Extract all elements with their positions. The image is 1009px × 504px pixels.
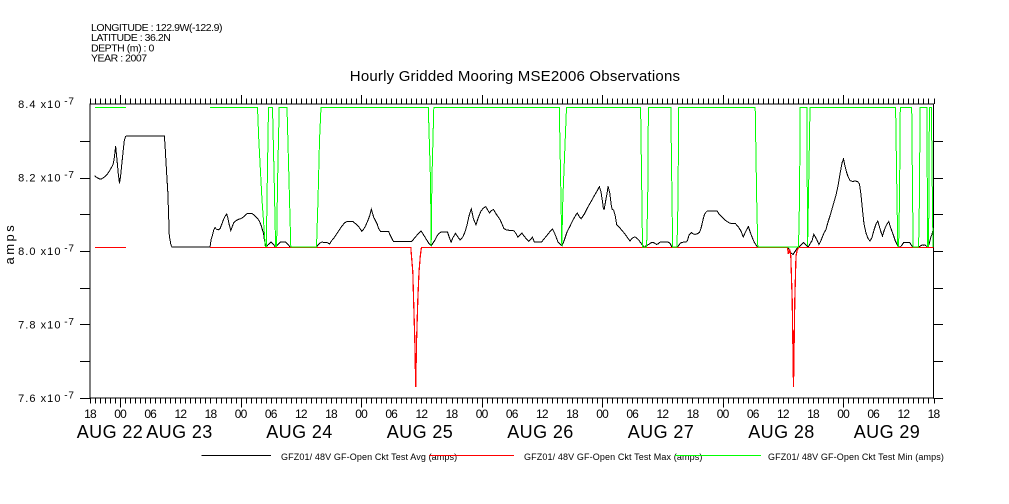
svg-text:00: 00 [355,407,368,421]
svg-text:LATITUDE : 36.2N: LATITUDE : 36.2N [91,32,170,44]
svg-text:7.6 x10: 7.6 x10 [18,393,61,405]
svg-text:YEAR : 2007: YEAR : 2007 [91,53,147,65]
svg-text:00: 00 [837,407,850,421]
svg-text:-7: -7 [64,170,75,181]
svg-text:AUG 29: AUG 29 [854,422,920,442]
svg-text:8.2 x10: 8.2 x10 [18,173,61,185]
svg-text:00: 00 [717,407,730,421]
svg-text:06: 06 [265,407,278,421]
svg-text:12: 12 [898,407,911,421]
svg-text:18: 18 [807,407,820,421]
svg-text:GFZ01/ 48V GF-Open Ckt Test Ma: GFZ01/ 48V GF-Open Ckt Test Max (amps) [524,452,702,462]
svg-text:amps: amps [2,223,17,265]
svg-text:00: 00 [596,407,609,421]
svg-text:8.4 x10: 8.4 x10 [18,99,61,111]
svg-text:AUG 25: AUG 25 [387,422,453,442]
svg-text:LONGITUDE : 122.9W(-122.9): LONGITUDE : 122.9W(-122.9) [91,22,222,34]
svg-text:18: 18 [325,407,338,421]
svg-text:AUG 23: AUG 23 [146,422,212,442]
svg-text:DEPTH (m) : 0: DEPTH (m) : 0 [91,42,154,54]
svg-text:06: 06 [506,407,519,421]
svg-text:AUG 28: AUG 28 [748,422,814,442]
svg-text:06: 06 [747,407,760,421]
svg-text:12: 12 [536,407,549,421]
svg-text:06: 06 [144,407,157,421]
svg-text:-7: -7 [64,317,75,328]
svg-text:-7: -7 [64,97,75,108]
svg-text:AUG 24: AUG 24 [266,422,332,442]
svg-text:18: 18 [566,407,579,421]
svg-text:AUG 26: AUG 26 [507,422,573,442]
svg-text:06: 06 [626,407,639,421]
svg-text:00: 00 [235,407,248,421]
svg-text:-7: -7 [64,244,75,255]
svg-text:AUG 27: AUG 27 [628,422,694,442]
svg-text:00: 00 [114,407,127,421]
svg-text:18: 18 [205,407,218,421]
svg-text:-7: -7 [64,391,75,402]
svg-text:18: 18 [928,407,941,421]
svg-text:GFZ01/ 48V GF-Open Ckt Test Mi: GFZ01/ 48V GF-Open Ckt Test Min (amps) [768,452,944,462]
svg-text:12: 12 [175,407,188,421]
svg-text:GFZ01/ 48V GF-Open Ckt Test Av: GFZ01/ 48V GF-Open Ckt Test Avg (amps) [281,452,457,462]
svg-text:Hourly Gridded Mooring MSE2006: Hourly Gridded Mooring MSE2006 Observati… [350,68,680,85]
svg-text:18: 18 [687,407,700,421]
svg-text:AUG 22: AUG 22 [77,422,143,442]
svg-text:18: 18 [446,407,459,421]
svg-text:12: 12 [657,407,670,421]
svg-text:12: 12 [777,407,790,421]
svg-text:7.8 x10: 7.8 x10 [18,320,61,332]
svg-text:06: 06 [385,407,398,421]
svg-text:8.0 x10: 8.0 x10 [18,246,61,258]
svg-text:12: 12 [416,407,429,421]
svg-text:18: 18 [84,407,97,421]
svg-text:00: 00 [476,407,489,421]
svg-text:12: 12 [295,407,308,421]
svg-text:06: 06 [867,407,880,421]
